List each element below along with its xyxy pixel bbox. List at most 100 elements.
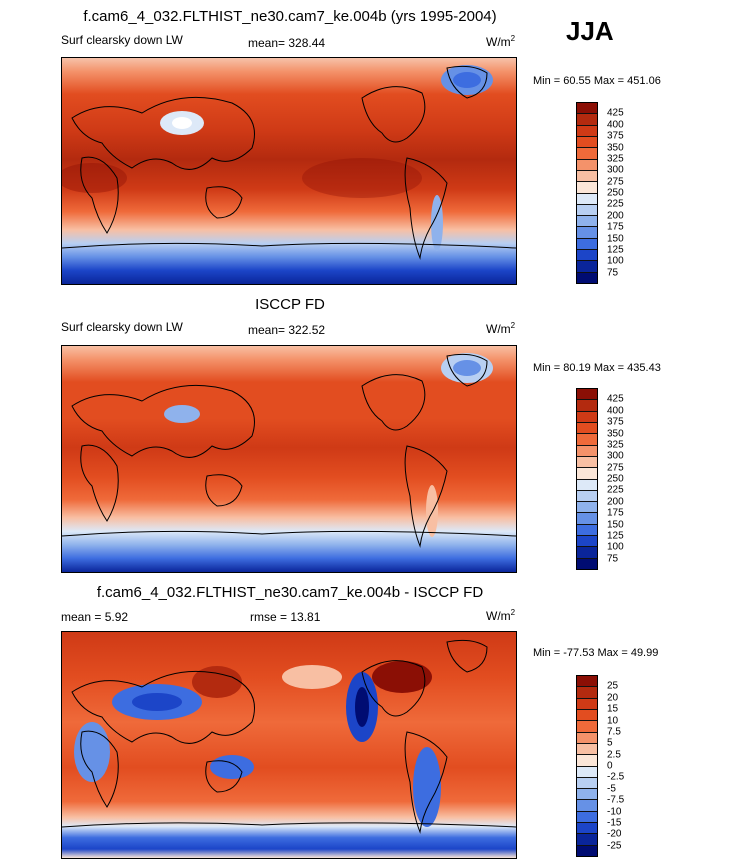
panel-2-mean: mean= 322.52 <box>248 323 326 337</box>
panel-3-map-svg <box>62 632 516 858</box>
colorbar-swatch <box>577 456 597 469</box>
colorbar-tick-label: 75 <box>607 553 619 565</box>
colorbar-swatch <box>577 261 597 273</box>
colorbar-swatch <box>577 547 597 559</box>
colorbar-tick-label: 175 <box>607 507 624 519</box>
panel-1-map <box>61 57 517 285</box>
colorbar-tick-label: -15 <box>607 817 622 829</box>
colorbar-swatch <box>577 422 597 435</box>
colorbar-swatch <box>577 479 597 491</box>
colorbar-swatch <box>577 193 597 205</box>
colorbar-swatch <box>577 698 597 710</box>
colorbar-tick-label: -2.5 <box>607 771 625 783</box>
panel-1-minmax: Min = 60.55 Max = 451.06 <box>533 75 661 87</box>
colorbar-tick-label: 350 <box>607 142 624 153</box>
colorbar-tick-label: 175 <box>607 221 624 233</box>
colorbar-tick-label: 250 <box>607 473 624 485</box>
colorbar-swatch <box>577 389 597 401</box>
colorbar-tick-label: 375 <box>607 416 624 428</box>
season-label: JJA <box>566 16 614 46</box>
colorbar-tick-label: 225 <box>607 198 624 210</box>
colorbar-swatch <box>577 676 597 688</box>
panel-3-colorbar <box>576 675 598 857</box>
colorbar-swatch <box>577 721 597 733</box>
colorbar-tick-label: -20 <box>607 828 622 840</box>
colorbar-swatch <box>577 445 597 457</box>
colorbar-tick-label: 100 <box>607 255 624 267</box>
colorbar-tick-label: 200 <box>607 210 624 222</box>
panel-3-rmse: rmse = 13.81 <box>250 610 321 624</box>
colorbar-swatch <box>577 238 597 251</box>
colorbar-tick-label: 10 <box>607 715 619 726</box>
panel-3-units: W/m2 <box>486 608 516 623</box>
colorbar-tick-label: -7.5 <box>607 794 625 806</box>
colorbar-tick-label: 20 <box>607 692 619 704</box>
panel-2-variable: Surf clearsky down LW <box>61 320 183 334</box>
colorbar-swatch <box>577 182 597 194</box>
colorbar-swatch <box>577 743 597 756</box>
colorbar-swatch <box>577 468 597 480</box>
colorbar-swatch <box>577 800 597 812</box>
colorbar-swatch <box>577 513 597 525</box>
colorbar-swatch <box>577 490 597 503</box>
panel-3-title: f.cam6_4_032.FLTHIST_ne30.cam7_ke.004b -… <box>96 584 484 601</box>
panel-1-title: f.cam6_4_032.FLTHIST_ne30.cam7_ke.004b (… <box>83 8 497 25</box>
colorbar-tick-label: 150 <box>607 233 624 244</box>
colorbar-tick-label: 400 <box>607 119 624 131</box>
panel-2-minmax: Min = 80.19 Max = 435.43 <box>533 362 661 374</box>
colorbar-swatch <box>577 502 597 514</box>
colorbar-swatch <box>577 434 597 446</box>
colorbar-tick-label: 15 <box>607 703 619 715</box>
colorbar-tick-label: 7.5 <box>607 726 621 738</box>
panel-2-title: ISCCP FD <box>255 296 325 313</box>
panel-2-units: W/m2 <box>486 321 516 336</box>
panel-2-colorbar <box>576 388 598 570</box>
colorbar-swatch <box>577 216 597 228</box>
colorbar-swatch <box>577 834 597 846</box>
colorbar-swatch <box>577 558 597 569</box>
panel-1-map-svg <box>62 58 516 284</box>
colorbar-swatch <box>577 411 597 423</box>
colorbar-tick-label: 275 <box>607 462 624 474</box>
colorbar-tick-label: 300 <box>607 164 624 176</box>
colorbar-swatch <box>577 789 597 801</box>
panel-3-minmax: Min = -77.53 Max = 49.99 <box>533 647 659 659</box>
colorbar-tick-label: -10 <box>607 806 622 817</box>
colorbar-swatch <box>577 536 597 548</box>
colorbar-tick-label: 325 <box>607 153 624 165</box>
colorbar-swatch <box>577 766 597 778</box>
colorbar-tick-label: -5 <box>607 783 616 795</box>
colorbar-tick-label: 425 <box>607 107 624 119</box>
panel-1-mean: mean= 328.44 <box>248 36 326 50</box>
colorbar-swatch <box>577 250 597 262</box>
panel-2-map <box>61 345 517 573</box>
colorbar-tick-label: 425 <box>607 393 624 405</box>
panel-2-colorbar-ticks: 425 400 375 350 325 300 275 250 225 200 175 150 125 1… <box>607 388 647 570</box>
colorbar-tick-label: 150 <box>607 519 624 530</box>
panel-3-mean: mean = 5.92 <box>61 610 129 624</box>
colorbar-tick-label: 0 <box>607 760 613 772</box>
colorbar-swatch <box>577 114 597 126</box>
colorbar-tick-label: 225 <box>607 484 624 496</box>
panel-3-colorbar-ticks: 25 20 15 10 7.5 5 2.5 0 -2.5 -5 -7.5 -10 -15 -20 -25 <box>607 675 647 857</box>
colorbar-tick-label: 125 <box>607 244 624 256</box>
colorbar-tick-label: 375 <box>607 130 624 142</box>
panel-1-variable: Surf clearsky down LW <box>61 33 183 47</box>
colorbar-swatch <box>577 227 597 239</box>
colorbar-swatch <box>577 170 597 183</box>
colorbar-swatch <box>577 755 597 767</box>
colorbar-swatch <box>577 524 597 537</box>
colorbar-tick-label: 5 <box>607 737 613 749</box>
colorbar-tick-label: 275 <box>607 176 624 188</box>
colorbar-swatch <box>577 845 597 856</box>
colorbar-tick-label: 325 <box>607 439 624 451</box>
colorbar-swatch <box>577 125 597 137</box>
colorbar-swatch <box>577 777 597 790</box>
panel-1-units: W/m2 <box>486 34 516 49</box>
colorbar-tick-label: 300 <box>607 450 624 462</box>
colorbar-tick-label: 400 <box>607 405 624 417</box>
colorbar-tick-label: -25 <box>607 840 622 852</box>
colorbar-tick-label: 125 <box>607 530 624 542</box>
colorbar-swatch <box>577 103 597 115</box>
colorbar-swatch <box>577 400 597 412</box>
